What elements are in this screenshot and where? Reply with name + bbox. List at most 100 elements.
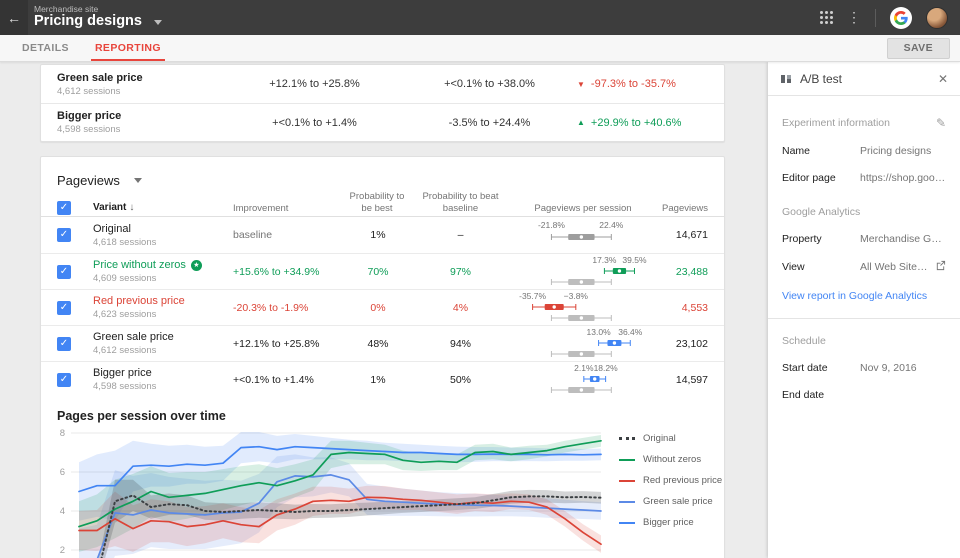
tab-details[interactable]: DETAILS [18,35,73,61]
variant-cell: Green sale price4,612 sessions [93,331,233,356]
apps-grid-icon[interactable] [820,11,833,24]
view-report-link[interactable]: View report in Google Analytics [782,290,946,302]
user-avatar[interactable] [926,7,948,29]
variant-sessions: 4,609 sessions [93,273,233,284]
improvement-cell: -20.3% to -1.9% [233,302,343,314]
y-tick-label: 6 [60,467,65,478]
save-button[interactable]: SAVE [887,38,950,59]
header-divider [875,9,876,27]
summary-row: Green sale price4,612 sessions+12.1% to … [41,65,724,103]
boxplot [518,350,648,358]
back-button[interactable]: ← [0,0,28,35]
table-row: ✓Original4,618 sessionsbaseline1%–-21.8%… [41,217,724,253]
edit-pencil-icon[interactable]: ✎ [936,116,946,130]
boxplot [518,386,648,394]
metric-selector-caret[interactable] [134,178,142,183]
table-row: ✓Bigger price4,598 sessions+<0.1% to +1.… [41,361,724,397]
chart-legend: OriginalWithout zerosRed previous priceG… [619,433,722,538]
table-row: ✓Price without zeros★4,609 sessions+15.6… [41,253,724,289]
plot-high-label: −3.8% [564,291,588,301]
chart-canvas: 8642 [49,427,609,558]
row-checkbox[interactable]: ✓ [57,337,71,351]
google-logo[interactable] [890,7,912,29]
summary-trend: ▼-97.3% to -35.7% [577,78,708,90]
legend-item: Red previous price [619,475,722,486]
prob-beat-cell: – [413,229,508,241]
boxplot [518,314,648,322]
field-value: Pricing designs [860,145,946,157]
metric-selector-label[interactable]: Pageviews [57,173,120,188]
field-end-date: End date [782,389,946,401]
prob-beat-cell: 94% [413,338,508,350]
pageviews-cell: 23,488 [658,266,708,278]
variant-name: Price without zeros★ [93,259,233,271]
page-title: Pricing designs [34,14,142,30]
table-row: ✓Green sale price4,612 sessions+12.1% to… [41,325,724,361]
field-property: PropertyMerchandise GA property [782,233,946,245]
variant-name: Original [93,223,233,235]
select-all-checkbox[interactable]: ✓ [57,201,71,215]
plot-low-label: -35.7% [519,291,546,301]
variant-name: Bigger price [93,367,233,379]
legend-label: Red previous price [643,475,722,486]
plot-low-label: 2.1% [574,363,593,373]
table-row: ✓Red previous price4,623 sessions-20.3% … [41,289,724,325]
prob-best-cell: 1% [343,229,413,241]
leader-star-icon: ★ [191,260,202,271]
pageviews-metric-card: Pageviews ✓ Variant↓ Improvement Probabi… [40,156,725,558]
row-checkbox[interactable]: ✓ [57,228,71,242]
variant-cell: Price without zeros★ 4,609 sessions [93,259,233,284]
boxplot [518,232,648,242]
prob-best-cell: 48% [343,338,413,350]
summary-metrics-card: Green sale price4,612 sessions+12.1% to … [40,64,725,142]
field-label: End date [782,389,860,401]
variant-name: Green sale price [57,72,227,84]
summary-range-1: +<0.1% to +1.4% [227,117,402,129]
title-block: Merchandise site Pricing designs [34,5,162,30]
variant-cell: Original4,618 sessions [93,223,233,248]
triangle-up-icon: ▲ [577,118,585,127]
experiment-info-heading: Experiment information [782,117,890,129]
summary-range-2: +<0.1% to +38.0% [402,78,577,90]
summary-trend-range: +29.9% to +40.6% [591,117,682,129]
plot-high-label: 39.5% [622,255,646,265]
plot-low-label: 17.3% [592,255,616,265]
legend-label: Original [643,433,676,444]
plot-high-label: 36.4% [618,327,642,337]
row-checkbox[interactable]: ✓ [57,373,71,387]
more-options-icon[interactable]: ⋮ [847,9,861,26]
pages-per-session-chart: 8642 OriginalWithout zerosRed previous p… [41,427,724,558]
legend-swatch [619,459,635,461]
field-name: NamePricing designs [782,145,946,157]
prob-beat-cell: 97% [413,266,508,278]
close-panel-icon[interactable]: ✕ [938,72,948,86]
boxplot [518,266,648,276]
variant-cell: Bigger price4,598 sessions [93,367,233,392]
field-label: Property [782,233,860,245]
column-prob-best: Probability to be best [343,191,411,215]
summary-trend: ▲ +29.9% to +40.6% [577,117,708,129]
row-checkbox[interactable]: ✓ [57,301,71,315]
variant-name: Red previous price [93,295,233,307]
pageviews-per-session-plot: -21.8%22.4% [508,218,658,252]
variant-name: Bigger price [57,110,227,122]
prob-beat-cell: 50% [413,374,508,386]
summary-variant-cell: Bigger price4,598 sessions [57,110,227,135]
legend-item: Original [619,433,722,444]
column-variant: Variant↓ [93,202,233,215]
variant-sessions: 4,612 sessions [57,86,227,97]
column-pageviews-per-session: Pageviews per session [508,203,658,215]
pageviews-cell: 14,597 [658,374,708,386]
summary-row: Bigger price4,598 sessions+<0.1% to +1.4… [41,103,724,141]
field-label: View [782,261,860,273]
tab-reporting[interactable]: REPORTING [91,35,165,61]
pageviews-per-session-plot: -35.7% −3.8% [508,291,658,325]
sidebar-divider [768,318,960,319]
legend-swatch [619,480,635,482]
external-link-icon[interactable] [935,260,946,274]
boxplot [518,302,648,312]
title-dropdown-caret[interactable] [154,20,162,25]
sort-down-icon[interactable]: ↓ [129,202,134,213]
row-checkbox[interactable]: ✓ [57,265,71,279]
ab-test-icon [780,73,792,85]
